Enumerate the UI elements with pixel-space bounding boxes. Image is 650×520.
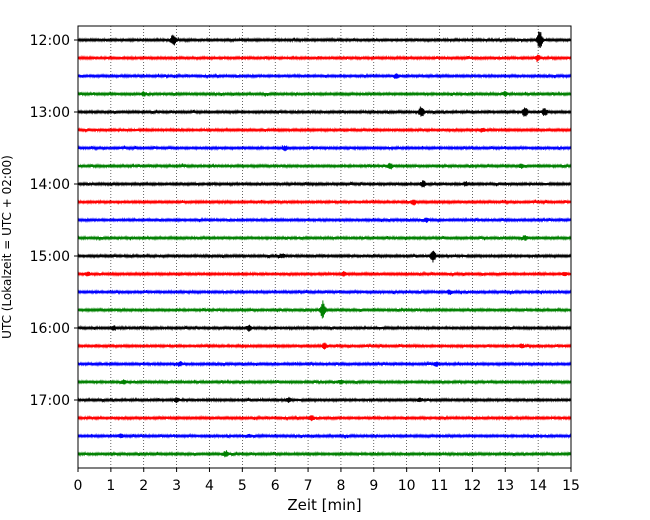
x-tick-label: 11 <box>431 478 449 494</box>
y-axis-label: UTC (Lokalzeit = UTC + 02:00) <box>0 155 14 339</box>
x-tick-label: 8 <box>336 478 345 494</box>
x-tick-label: 3 <box>172 478 181 494</box>
x-tick-label: 15 <box>562 478 580 494</box>
x-axis-label: Zeit [min] <box>287 496 361 514</box>
x-tick-label: 5 <box>238 478 247 494</box>
x-tick-label: 14 <box>529 478 547 494</box>
x-tick-label: 7 <box>304 478 313 494</box>
y-tick-label: 14:00 <box>30 177 70 193</box>
x-tick-label: 10 <box>398 478 416 494</box>
x-tick-label: 4 <box>205 478 214 494</box>
x-tick-label: 9 <box>369 478 378 494</box>
x-tick-label: 12 <box>463 478 481 494</box>
x-tick-label: 1 <box>106 478 115 494</box>
trace-row-1430 <box>77 216 572 224</box>
x-tick-label: 6 <box>271 478 280 494</box>
trace-row-1630 <box>77 360 572 368</box>
y-tick-label: 12:00 <box>30 33 70 49</box>
plot-frame <box>77 25 572 469</box>
trace-row-1500 <box>77 250 572 263</box>
x-axis: 0 1 2 3 4 5 6 7 8 9 10 11 12 13 14 15 <box>74 468 580 494</box>
trace-row-1515 <box>77 270 572 278</box>
y-axis: 12:00 13:00 14:00 15:00 16:00 17:00 <box>30 33 78 409</box>
y-tick-label: 17:00 <box>30 393 70 409</box>
y-tick-label: 16:00 <box>30 321 70 337</box>
x-tick-label: 13 <box>496 478 514 494</box>
y-tick-label: 13:00 <box>30 105 70 121</box>
trace-row-1330 <box>77 144 572 152</box>
x-tick-label: 2 <box>139 478 148 494</box>
trace-row-1615 <box>77 342 572 350</box>
y-tick-label: 15:00 <box>30 249 70 265</box>
seismogram-traces <box>77 31 572 458</box>
x-tick-label: 0 <box>74 478 83 494</box>
